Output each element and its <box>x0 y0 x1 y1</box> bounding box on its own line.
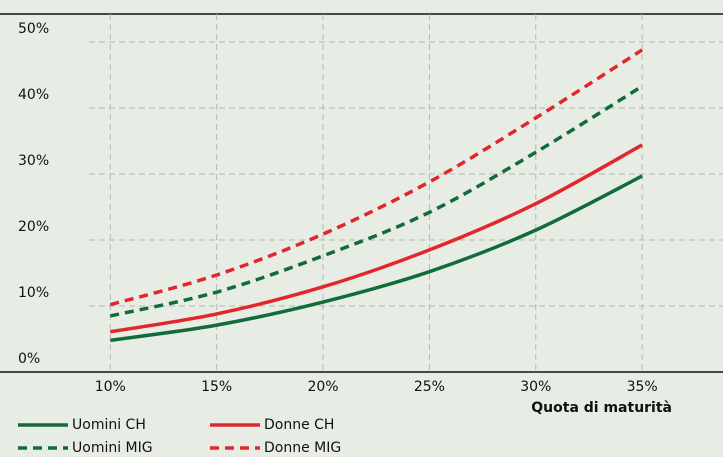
legend-label: Uomini CH <box>72 417 146 433</box>
x-tick-label: 15% <box>201 379 232 395</box>
legend-label: Donne CH <box>264 417 334 433</box>
series-line <box>109 48 644 307</box>
legend-label: Donne MIG <box>264 440 341 456</box>
y-tick-label: 50% <box>18 21 49 37</box>
x-tick-label: 10% <box>95 379 126 395</box>
y-tick-label: 40% <box>18 87 49 103</box>
x-axis-label: Quota di maturità <box>531 400 672 416</box>
y-tick-label: 20% <box>18 219 49 235</box>
x-tick-label: 30% <box>520 379 551 395</box>
series-line <box>109 84 644 318</box>
y-tick-label: 30% <box>18 153 49 169</box>
y-tick-label: 10% <box>18 285 49 301</box>
y-tick-label: 0% <box>18 351 40 367</box>
x-tick-label: 25% <box>414 379 445 395</box>
x-tick-label: 20% <box>307 379 338 395</box>
series-line <box>109 143 644 334</box>
legend-label: Uomini MIG <box>72 440 153 456</box>
x-tick-label: 35% <box>627 379 658 395</box>
series-line <box>110 174 643 343</box>
